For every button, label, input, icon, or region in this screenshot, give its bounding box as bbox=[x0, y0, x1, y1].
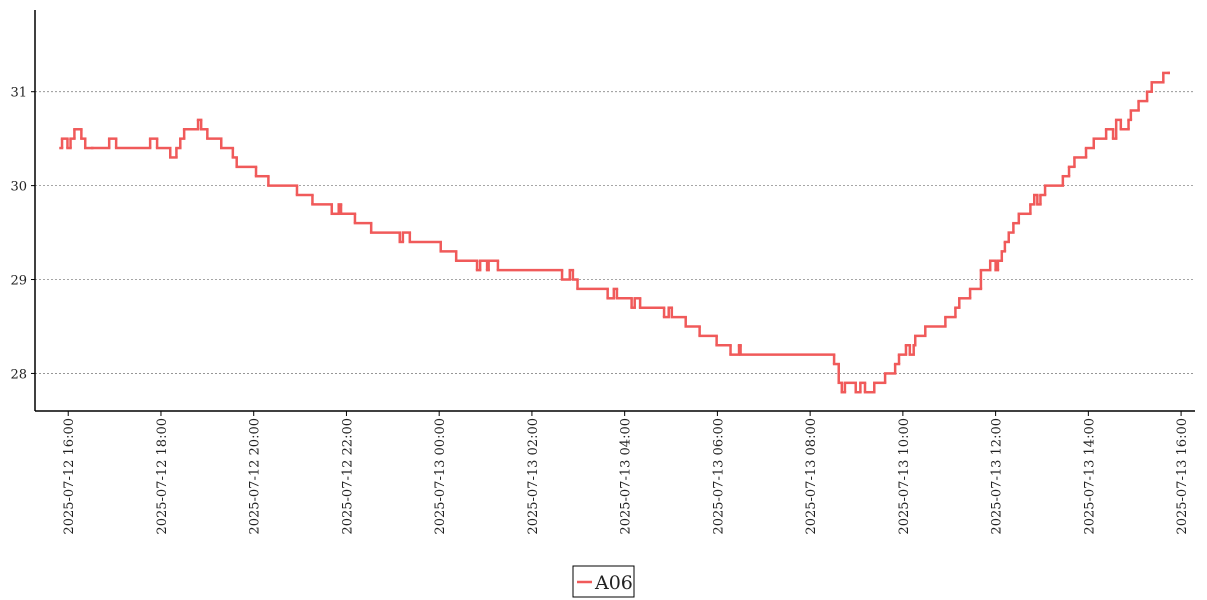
series-line bbox=[59, 71, 1170, 394]
x-tick-label: 2025-07-12 20:00 bbox=[248, 418, 263, 535]
x-tick-label: 2025-07-13 00:00 bbox=[433, 418, 448, 535]
x-tick-label: 2025-07-13 04:00 bbox=[619, 418, 634, 535]
step-riser bbox=[60, 72, 1165, 393]
x-tick-label: 2025-07-12 18:00 bbox=[155, 418, 170, 535]
y-tick-label: 29 bbox=[10, 274, 27, 289]
y-tick-label: 30 bbox=[10, 180, 27, 195]
x-tick-label: 2025-07-13 14:00 bbox=[1082, 418, 1097, 535]
legend: A06 bbox=[572, 565, 635, 598]
y-tick-label: 31 bbox=[10, 86, 27, 101]
x-tick-label: 2025-07-13 02:00 bbox=[526, 418, 541, 535]
x-tick-label: 2025-07-13 10:00 bbox=[897, 418, 912, 535]
legend-label: A06 bbox=[594, 572, 633, 594]
y-tick-label: 28 bbox=[10, 367, 27, 382]
x-tick-label: 2025-07-13 16:00 bbox=[1175, 418, 1190, 535]
x-tick-label: 2025-07-12 16:00 bbox=[62, 418, 77, 535]
x-tick-label: 2025-07-13 12:00 bbox=[990, 418, 1005, 535]
x-tick-label: 2025-07-13 06:00 bbox=[711, 418, 726, 535]
x-tick-label: 2025-07-13 08:00 bbox=[804, 418, 819, 535]
x-tick-label: 2025-07-12 22:00 bbox=[340, 418, 355, 535]
